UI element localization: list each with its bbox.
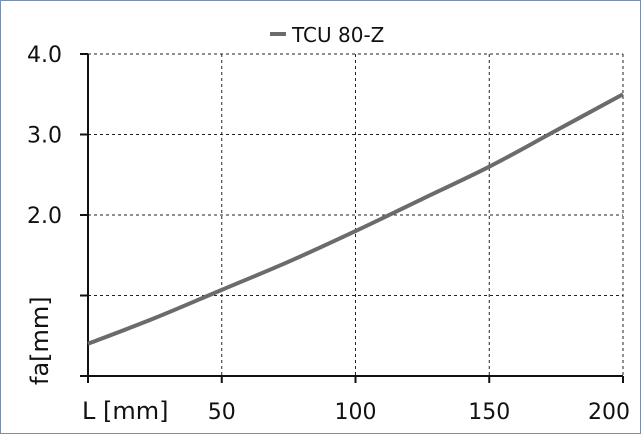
x-tick-label: 100 bbox=[335, 400, 377, 425]
series-line-0 bbox=[87, 92, 624, 346]
legend-label: TCU 80-Z bbox=[291, 23, 384, 47]
x-axis-title: L [mm] bbox=[82, 397, 168, 425]
x-tick-label: 50 bbox=[208, 400, 236, 425]
grid bbox=[88, 53, 624, 376]
series-layer bbox=[87, 92, 624, 346]
y-tick-label: 4.0 bbox=[27, 43, 62, 68]
tick-marks: 50 100 150 200 2.0 3.0 4.0 bbox=[27, 43, 630, 425]
x-tick-label: 150 bbox=[468, 400, 510, 425]
y-tick-label: 3.0 bbox=[27, 124, 62, 149]
x-tick-label: 200 bbox=[588, 400, 630, 425]
legend: TCU 80-Z bbox=[270, 23, 384, 47]
y-axis-title: fa[mm] bbox=[26, 296, 54, 385]
y-tick-label: 2.0 bbox=[27, 204, 62, 229]
